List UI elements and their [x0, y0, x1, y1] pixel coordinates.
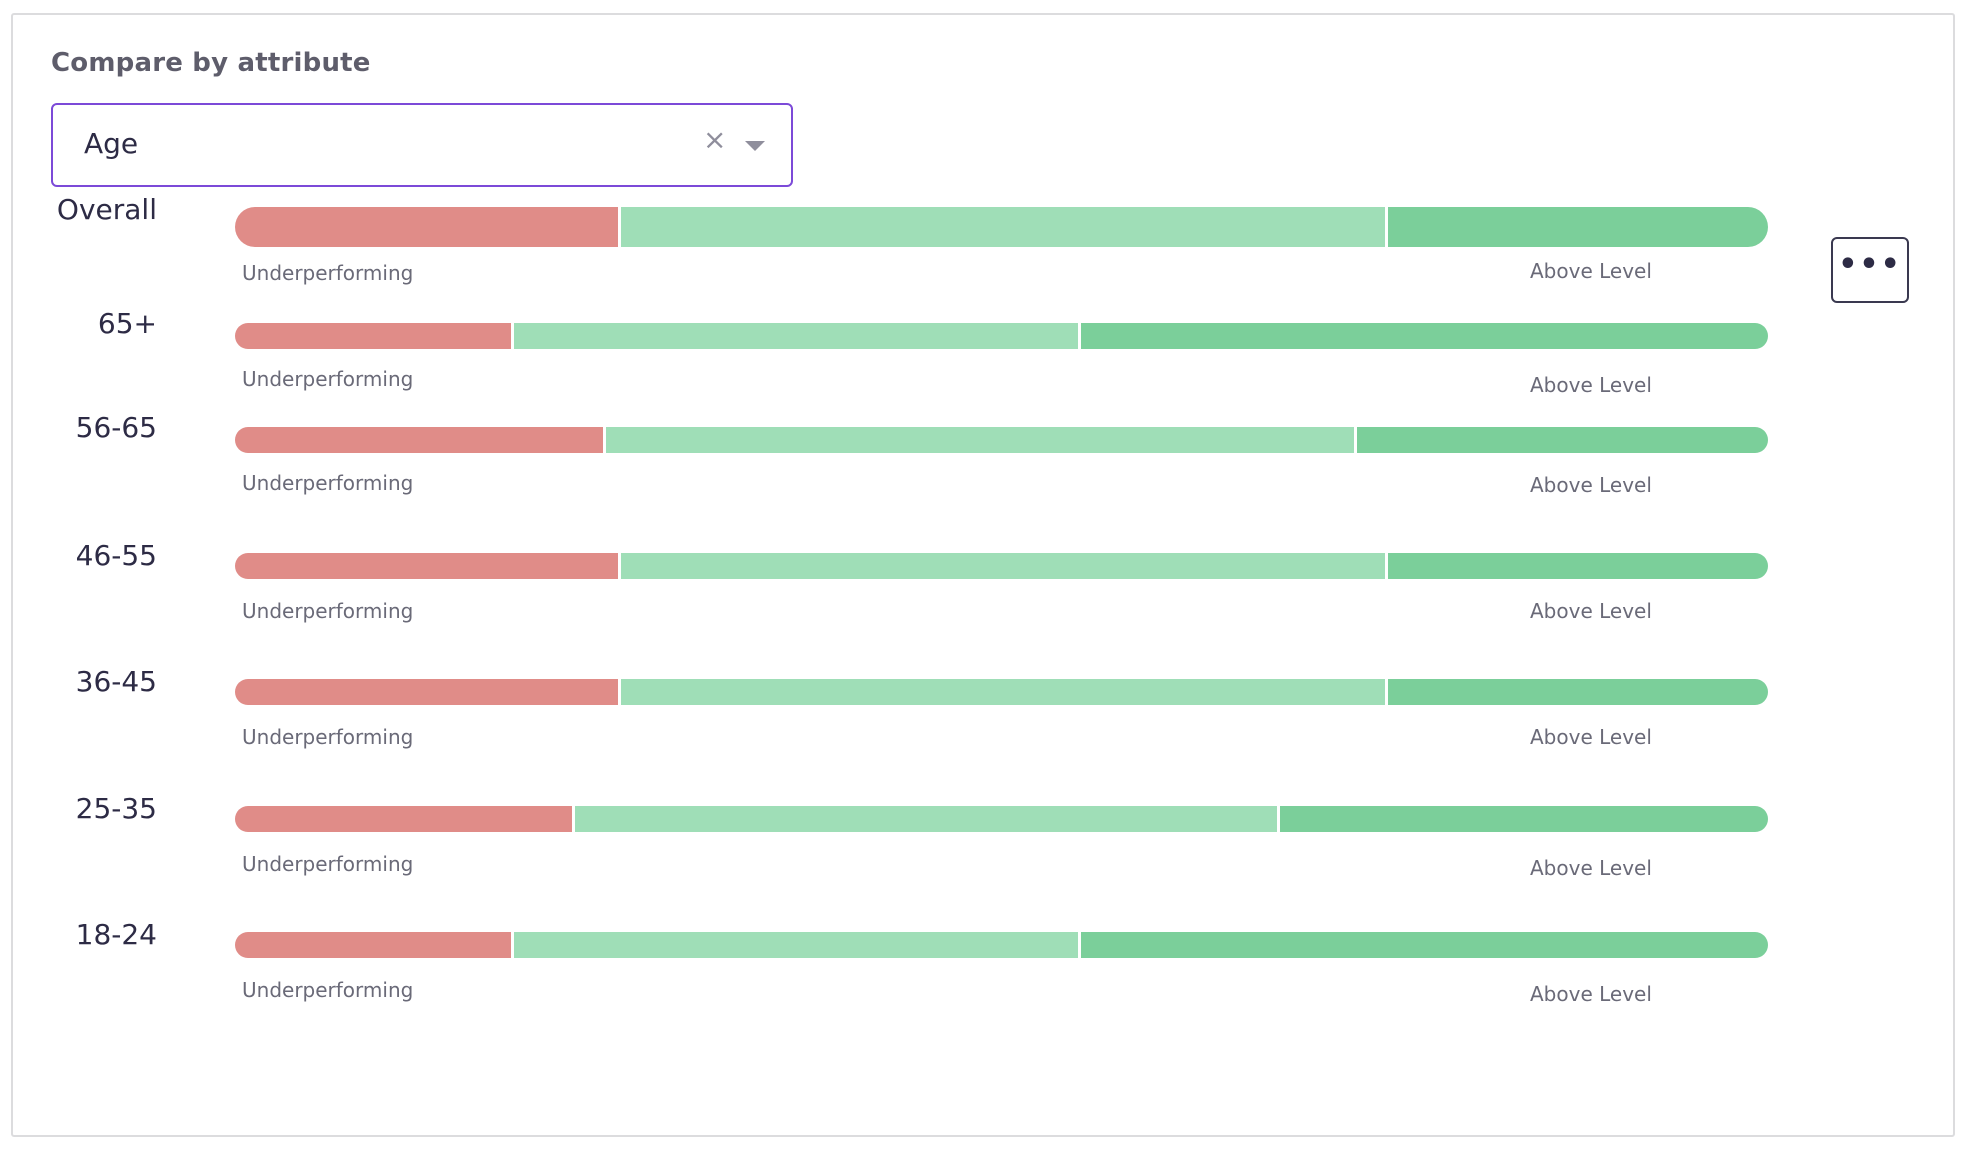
row-label: 36-45	[75, 665, 157, 698]
underperforming-label: Underperforming	[242, 261, 414, 285]
more-options-button[interactable]: •••	[1831, 237, 1909, 303]
at-level-segment[interactable]	[602, 427, 1355, 453]
above-level-label: Above Level	[1530, 259, 1652, 283]
above-level-label: Above Level	[1530, 473, 1652, 497]
more-dots-icon: •••	[1838, 247, 1902, 282]
row-label: Overall	[56, 193, 157, 226]
at-level-segment[interactable]	[572, 806, 1278, 832]
clear-icon[interactable]: ×	[703, 123, 727, 156]
attribute-select[interactable]: Age ×	[51, 103, 793, 187]
at-level-segment[interactable]	[618, 207, 1385, 247]
above-level-label: Above Level	[1530, 856, 1652, 880]
underperforming-segment[interactable]	[235, 427, 603, 453]
row-label: 25-35	[75, 792, 157, 825]
above-level-segment[interactable]	[1354, 427, 1768, 453]
performance-bar[interactable]	[235, 427, 1768, 453]
above-level-segment[interactable]	[1078, 932, 1768, 958]
performance-bar[interactable]	[235, 323, 1768, 349]
above-level-segment[interactable]	[1078, 323, 1768, 349]
panel-title: Compare by attribute	[51, 48, 371, 78]
performance-bar[interactable]	[235, 806, 1768, 832]
underperforming-segment[interactable]	[235, 679, 619, 705]
underperforming-label: Underperforming	[242, 978, 414, 1002]
at-level-segment[interactable]	[618, 553, 1385, 579]
underperforming-label: Underperforming	[242, 599, 414, 623]
above-level-segment[interactable]	[1384, 207, 1768, 247]
underperforming-segment[interactable]	[235, 932, 511, 958]
above-level-label: Above Level	[1530, 725, 1652, 749]
above-level-label: Above Level	[1530, 599, 1652, 623]
underperforming-segment[interactable]	[235, 323, 511, 349]
performance-bar[interactable]	[235, 553, 1768, 579]
above-level-label: Above Level	[1530, 373, 1652, 397]
row-label: 18-24	[75, 918, 157, 951]
above-level-segment[interactable]	[1384, 553, 1768, 579]
above-level-segment[interactable]	[1384, 679, 1768, 705]
underperforming-label: Underperforming	[242, 367, 414, 391]
underperforming-segment[interactable]	[235, 553, 619, 579]
at-level-segment[interactable]	[510, 323, 1079, 349]
underperforming-segment[interactable]	[235, 207, 619, 247]
row-label: 56-65	[75, 411, 157, 444]
underperforming-label: Underperforming	[242, 725, 414, 749]
performance-bar[interactable]	[235, 679, 1768, 705]
underperforming-label: Underperforming	[242, 852, 414, 876]
row-label: 65+	[97, 307, 157, 340]
at-level-segment[interactable]	[510, 932, 1079, 958]
underperforming-label: Underperforming	[242, 471, 414, 495]
underperforming-segment[interactable]	[235, 806, 573, 832]
compare-panel: Compare by attribute Age × ••• Overall Un…	[11, 13, 1955, 1137]
above-level-segment[interactable]	[1277, 806, 1768, 832]
at-level-segment[interactable]	[618, 679, 1385, 705]
performance-bar[interactable]	[235, 207, 1768, 247]
row-label: 46-55	[75, 539, 157, 572]
above-level-label: Above Level	[1530, 982, 1652, 1006]
chevron-down-icon[interactable]	[745, 141, 765, 151]
performance-bar[interactable]	[235, 932, 1768, 958]
attribute-select-value: Age	[84, 127, 139, 160]
